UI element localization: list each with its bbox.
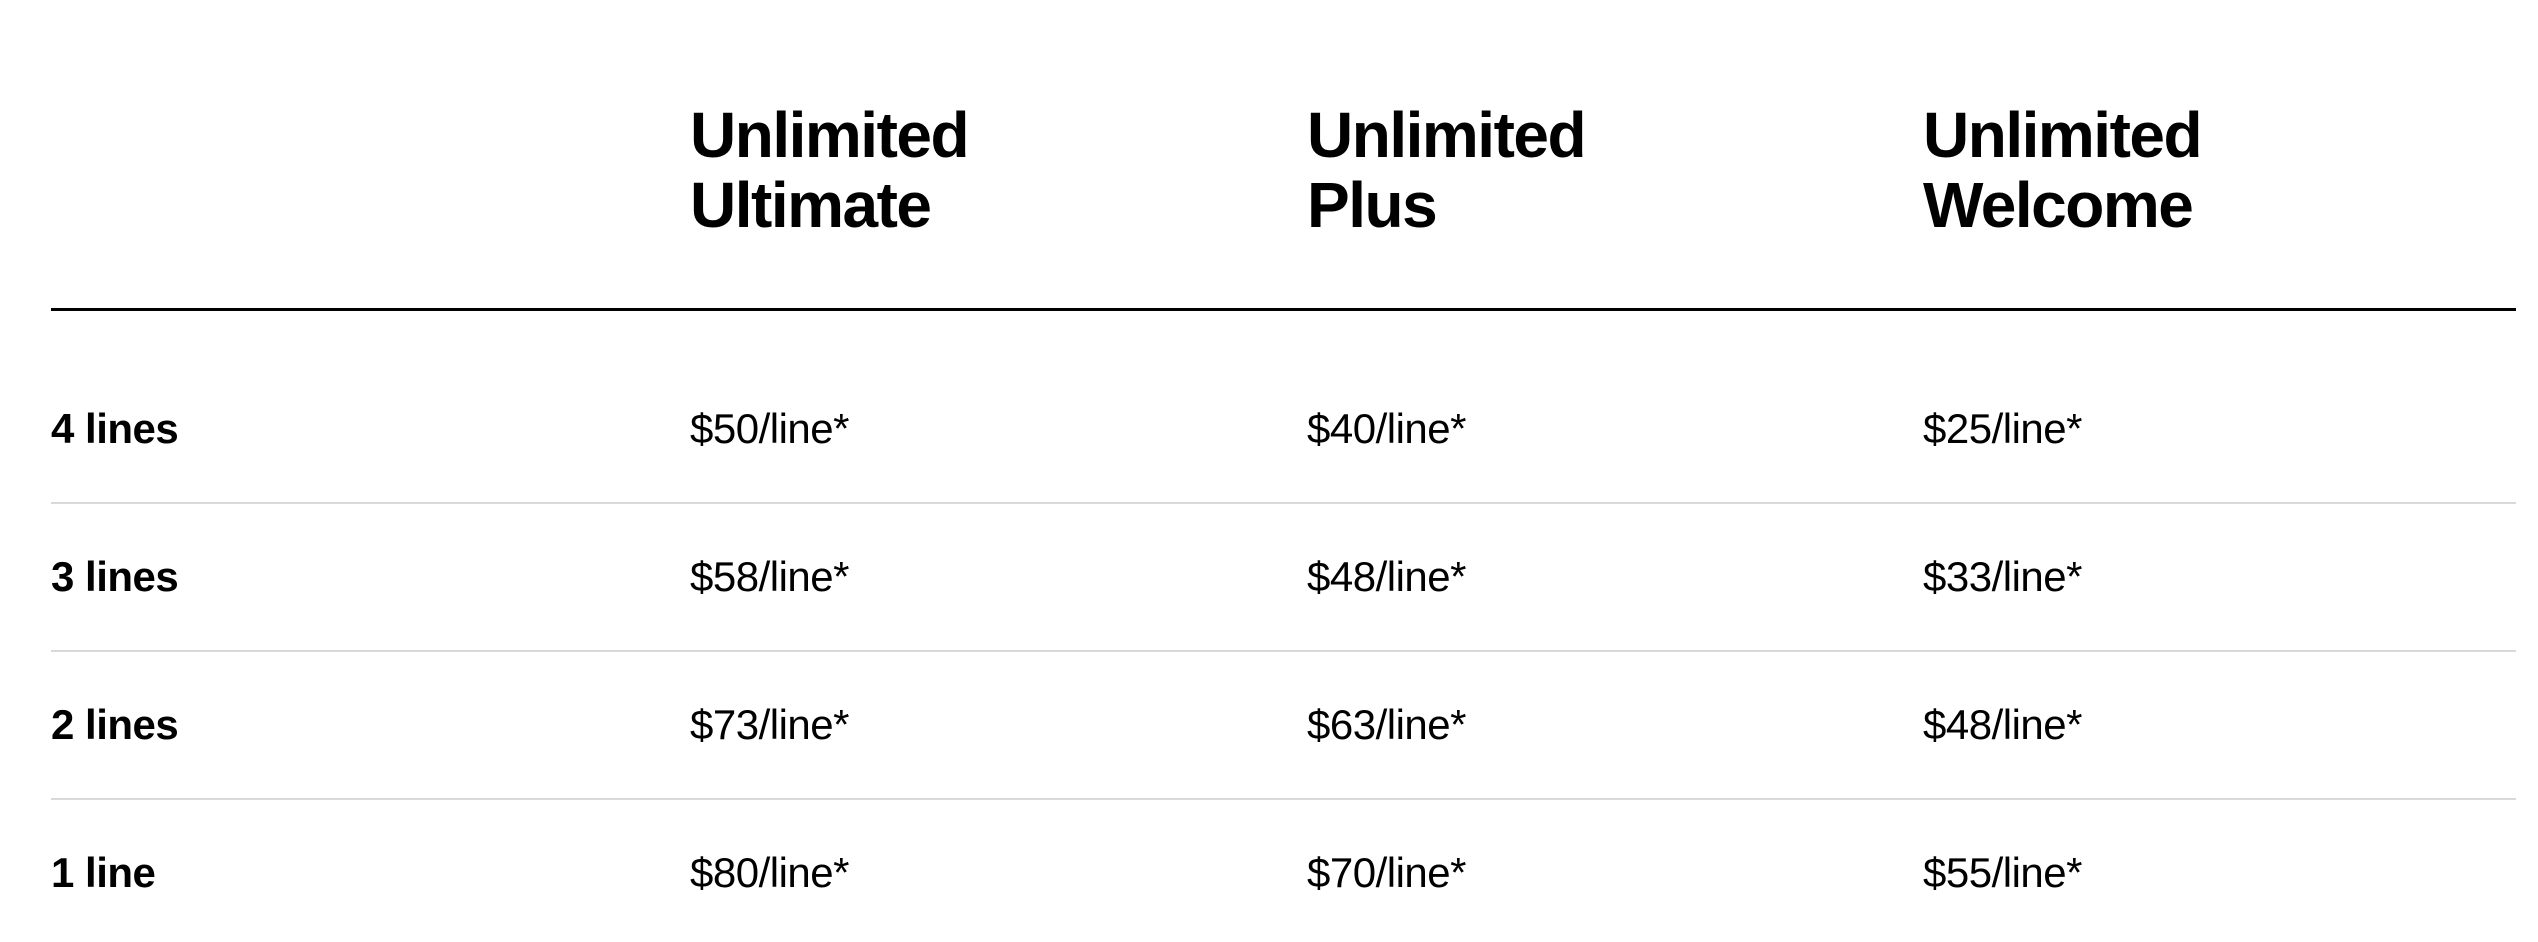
plan-name-line: Ultimate [690, 169, 932, 241]
price-cell: $80/line* [690, 849, 849, 896]
header-spacer-cell [51, 100, 690, 240]
price-cell: $58/line* [690, 553, 849, 600]
price-cell: $63/line* [1307, 701, 1466, 748]
plan-name-line: Welcome [1923, 169, 2194, 241]
plan-header-unlimited-ultimate: Unlimited Ultimate [690, 100, 1307, 240]
price-cell: $25/line* [1923, 405, 2082, 452]
plan-name-line: Plus [1307, 169, 1438, 241]
plan-name-line: Unlimited [1923, 99, 2203, 171]
price-cell: $48/line* [1307, 553, 1466, 600]
price-cell: $50/line* [690, 405, 849, 452]
table-row-4-lines: 4 lines $50/line* $40/line* $25/line* [51, 356, 2516, 502]
row-label: 1 line [51, 849, 156, 896]
pricing-rows: 4 lines $50/line* $40/line* $25/line* 3 … [51, 356, 2516, 942]
price-cell: $55/line* [1923, 849, 2082, 896]
price-cell: $40/line* [1307, 405, 1466, 452]
table-row-2-lines: 2 lines $73/line* $63/line* $48/line* [51, 650, 2516, 798]
table-row-1-line: 1 line $80/line* $70/line* $55/line* [51, 798, 2516, 942]
price-cell: $48/line* [1923, 701, 2082, 748]
plan-header-unlimited-welcome: Unlimited Welcome [1923, 100, 2516, 240]
plan-name-line: Unlimited [690, 99, 970, 171]
row-label: 2 lines [51, 701, 179, 748]
plan-header-row: Unlimited Ultimate Unlimited Plus Unlimi… [51, 0, 2516, 240]
price-cell: $70/line* [1307, 849, 1466, 896]
price-cell: $73/line* [690, 701, 849, 748]
plan-header-unlimited-plus: Unlimited Plus [1307, 100, 1923, 240]
row-label: 3 lines [51, 553, 179, 600]
table-row-3-lines: 3 lines $58/line* $48/line* $33/line* [51, 502, 2516, 650]
header-rule [51, 308, 2516, 311]
row-label: 4 lines [51, 405, 179, 452]
plan-name-line: Unlimited [1307, 99, 1587, 171]
price-cell: $33/line* [1923, 553, 2082, 600]
